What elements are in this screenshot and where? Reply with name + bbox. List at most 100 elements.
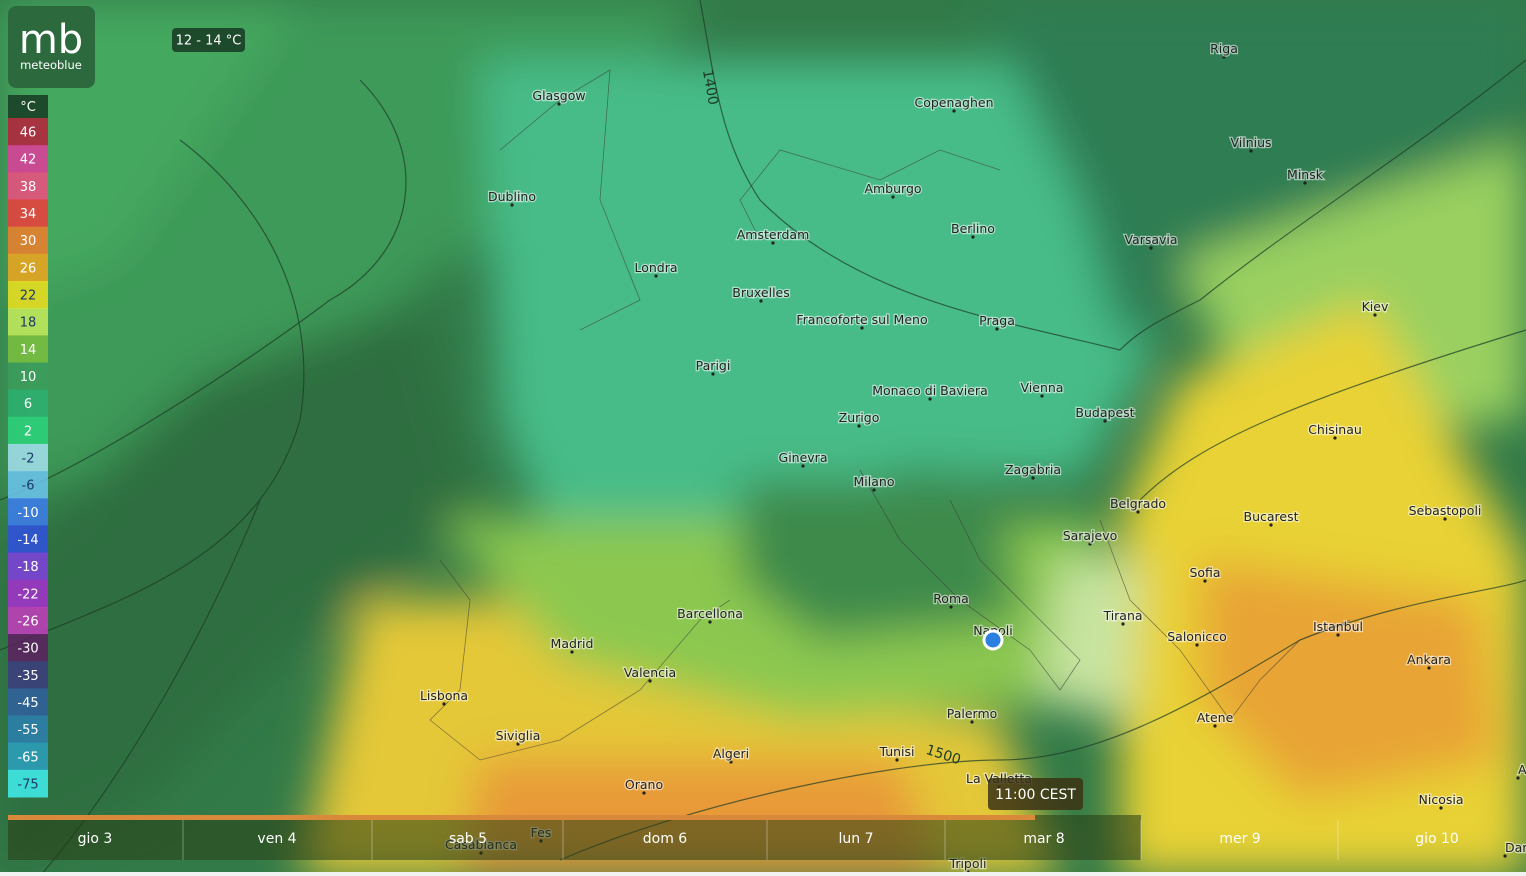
city-dot xyxy=(995,327,999,331)
city-dot xyxy=(928,397,932,401)
legend-label: 26 xyxy=(20,261,37,276)
city-label: Barcellona xyxy=(677,606,743,621)
legend-swatch xyxy=(8,525,48,554)
legend-swatch xyxy=(8,661,48,689)
city-label: Monaco di Baviera xyxy=(872,383,988,398)
city-dot xyxy=(949,605,953,609)
city-label: Zagabria xyxy=(1005,462,1061,477)
city-label: Ginevra xyxy=(779,450,828,465)
city-label: Budapest xyxy=(1075,405,1134,420)
legend-swatch xyxy=(8,443,48,472)
city-dot xyxy=(1121,622,1125,626)
timeline-progress xyxy=(8,815,1035,820)
city-dot xyxy=(1336,633,1340,637)
legend-label: 2 xyxy=(24,424,32,439)
legend-swatch xyxy=(8,498,48,526)
city-label: Vilnius xyxy=(1230,135,1271,150)
timeline-day[interactable]: sab 5 xyxy=(449,831,487,847)
city-dot xyxy=(1303,181,1307,185)
city-dot xyxy=(1222,55,1226,59)
city-dot xyxy=(1088,542,1092,546)
city-label: Bucarest xyxy=(1244,509,1299,524)
city-dot xyxy=(1373,313,1377,317)
legend-label: -45 xyxy=(17,696,38,711)
city-label: Vienna xyxy=(1021,380,1064,395)
city-dot xyxy=(1269,523,1273,527)
bottom-edge xyxy=(0,872,1526,876)
legend-swatch xyxy=(8,742,48,771)
range-label: 12 - 14 °C xyxy=(176,34,242,49)
city-label: Chisinau xyxy=(1308,422,1362,437)
city-label: Tunisi xyxy=(878,744,914,759)
time-label-box[interactable] xyxy=(988,778,1083,810)
city-dot xyxy=(895,758,899,762)
city-dot xyxy=(516,742,520,746)
timeline-day[interactable]: gio 3 xyxy=(78,831,113,847)
city-dot xyxy=(570,650,574,654)
timeline-day[interactable]: gio 10 xyxy=(1415,831,1459,847)
city-dot xyxy=(1203,579,1207,583)
legend-label: -75 xyxy=(17,777,38,792)
city-label: Sofia xyxy=(1189,565,1220,580)
legend-label: 22 xyxy=(20,289,37,304)
city-dot xyxy=(711,372,715,376)
legend-swatch xyxy=(8,634,48,662)
city-dot xyxy=(1136,510,1140,514)
city-label: Minsk xyxy=(1287,167,1324,182)
city-dot xyxy=(952,109,956,113)
legend-label: -6 xyxy=(22,479,35,494)
legend-label: 38 xyxy=(20,180,37,195)
legend-swatch xyxy=(8,335,48,363)
timeline-day[interactable]: dom 6 xyxy=(643,831,688,847)
city-label: Sebastopoli xyxy=(1409,503,1482,518)
city-dot xyxy=(759,299,763,303)
timeline-day[interactable]: lun 7 xyxy=(839,831,874,847)
timeline-day[interactable]: mar 8 xyxy=(1023,831,1064,847)
city-dot xyxy=(1103,419,1107,423)
legend-swatch xyxy=(8,471,48,499)
city-label: Parigi xyxy=(696,358,731,373)
city-label: Tirana xyxy=(1102,608,1142,623)
legend-label: 46 xyxy=(20,126,37,141)
timeline-day[interactable]: mer 9 xyxy=(1219,831,1260,847)
city-label: Sarajevo xyxy=(1063,528,1118,543)
legend-swatch xyxy=(8,715,48,744)
legend-swatch xyxy=(8,118,48,146)
legend-swatch xyxy=(8,172,48,200)
city-dot xyxy=(1503,854,1507,858)
city-dot xyxy=(1031,476,1035,480)
legend-swatch xyxy=(8,769,48,798)
city-label: Ankara xyxy=(1407,652,1451,667)
legend-label: -14 xyxy=(17,533,38,548)
legend-label: -22 xyxy=(17,587,38,602)
city-dot xyxy=(970,720,974,724)
city-label: Copenaghen xyxy=(914,95,993,110)
city-dot xyxy=(1149,246,1153,250)
legend-label: -26 xyxy=(17,614,38,629)
city-dot xyxy=(642,791,646,795)
legend-swatch xyxy=(8,199,48,228)
legend-unit: °C xyxy=(20,100,36,115)
city-label: Kiev xyxy=(1362,299,1389,314)
legend-swatch xyxy=(8,552,48,581)
city-dot xyxy=(1427,666,1431,670)
legend-swatch xyxy=(8,606,48,635)
legend-swatch xyxy=(8,280,48,309)
city-label: Riga xyxy=(1210,41,1238,56)
timeline-day[interactable]: ven 4 xyxy=(257,831,296,847)
location-marker[interactable] xyxy=(982,629,1004,651)
logo-box[interactable] xyxy=(8,6,95,88)
city-dot xyxy=(857,424,861,428)
city-dot xyxy=(771,241,775,245)
legend-label: 30 xyxy=(20,234,37,249)
legend-swatch xyxy=(8,362,48,391)
city-label: Francoforte sul Meno xyxy=(796,312,927,327)
city-dot xyxy=(1443,517,1447,521)
city-label: Valencia xyxy=(624,665,676,680)
city-label: Orano xyxy=(625,777,663,792)
city-label: Roma xyxy=(933,591,969,606)
city-label: Glasgow xyxy=(532,88,585,103)
city-dot xyxy=(510,203,514,207)
time-label: 11:00 CEST xyxy=(995,787,1076,803)
